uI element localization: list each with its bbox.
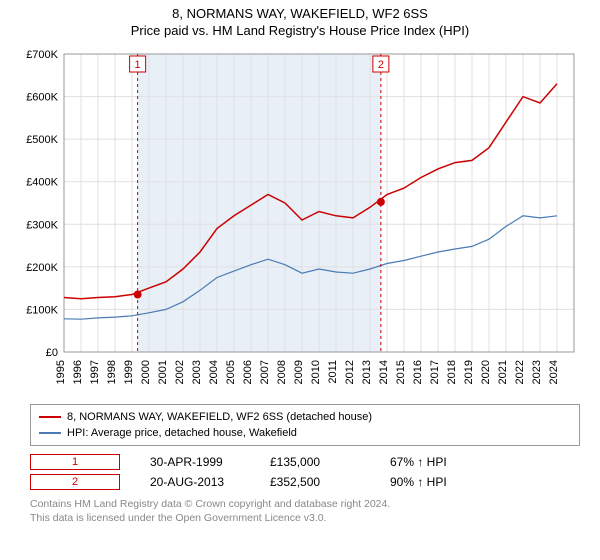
footer-attribution: Contains HM Land Registry data © Crown c… [30, 498, 580, 525]
svg-text:2: 2 [378, 59, 384, 71]
marker-date: 30-APR-1999 [150, 455, 240, 469]
svg-text:2004: 2004 [208, 360, 220, 384]
svg-text:2015: 2015 [395, 360, 407, 384]
legend-item: 8, NORMANS WAY, WAKEFIELD, WF2 6SS (deta… [39, 409, 571, 425]
svg-text:£0: £0 [46, 347, 58, 359]
svg-text:2008: 2008 [276, 360, 288, 384]
svg-text:2011: 2011 [327, 360, 339, 384]
svg-text:2022: 2022 [514, 360, 526, 384]
legend-label: HPI: Average price, detached house, Wake… [67, 427, 297, 439]
svg-text:2020: 2020 [480, 360, 492, 384]
svg-text:2024: 2024 [548, 360, 560, 384]
svg-text:1998: 1998 [106, 360, 118, 384]
svg-text:2000: 2000 [140, 360, 152, 384]
svg-text:2018: 2018 [446, 360, 458, 384]
marker-row: 2 20-AUG-2013 £352,500 90% ↑ HPI [30, 472, 580, 492]
svg-text:2012: 2012 [344, 360, 356, 384]
svg-text:1: 1 [135, 59, 141, 71]
svg-text:2014: 2014 [378, 360, 390, 384]
price-chart: £0 £100K £200K £300K £400K £500K £600K £700K 199… [20, 48, 580, 398]
marker-price: £352,500 [270, 475, 360, 489]
marker-pct: 90% ↑ HPI [390, 475, 480, 489]
footer-line-1: Contains HM Land Registry data © Crown c… [30, 498, 580, 512]
svg-text:2007: 2007 [259, 360, 271, 384]
svg-text:2019: 2019 [463, 360, 475, 384]
svg-text:2023: 2023 [531, 360, 543, 384]
svg-text:2001: 2001 [157, 360, 169, 384]
svg-text:£600K: £600K [26, 92, 58, 104]
marker-price: £135,000 [270, 455, 360, 469]
marker-index-box: 2 [30, 474, 120, 490]
svg-text:£500K: £500K [26, 134, 58, 146]
svg-text:2013: 2013 [361, 360, 373, 384]
svg-text:2016: 2016 [412, 360, 424, 384]
marker-row: 1 30-APR-1999 £135,000 67% ↑ HPI [30, 452, 580, 472]
marker-pct: 67% ↑ HPI [390, 455, 480, 469]
svg-text:£400K: £400K [26, 177, 58, 189]
svg-text:2002: 2002 [174, 360, 186, 384]
svg-text:2003: 2003 [191, 360, 203, 384]
svg-text:2005: 2005 [225, 360, 237, 384]
svg-text:2021: 2021 [497, 360, 509, 384]
svg-text:2009: 2009 [293, 360, 305, 384]
marker-date: 20-AUG-2013 [150, 475, 240, 489]
svg-text:1999: 1999 [123, 360, 135, 384]
svg-text:£700K: £700K [26, 49, 58, 61]
svg-text:2017: 2017 [429, 360, 441, 384]
legend-swatch [39, 416, 61, 418]
svg-text:1996: 1996 [72, 360, 84, 384]
chart-subtitle: Price paid vs. HM Land Registry's House … [0, 23, 600, 38]
chart-title: 8, NORMANS WAY, WAKEFIELD, WF2 6SS [0, 6, 600, 21]
legend-item: HPI: Average price, detached house, Wake… [39, 425, 571, 441]
marker-index-box: 1 [30, 454, 120, 470]
legend-label: 8, NORMANS WAY, WAKEFIELD, WF2 6SS (deta… [67, 411, 372, 423]
marker-table: 1 30-APR-1999 £135,000 67% ↑ HPI 2 20-AUG-201… [30, 452, 580, 492]
legend-box: 8, NORMANS WAY, WAKEFIELD, WF2 6SS (deta… [30, 404, 580, 446]
svg-text:£300K: £300K [26, 219, 58, 231]
svg-text:£200K: £200K [26, 262, 58, 274]
svg-text:1997: 1997 [89, 360, 101, 384]
svg-text:2006: 2006 [242, 360, 254, 384]
svg-text:2010: 2010 [310, 360, 322, 384]
footer-line-2: This data is licensed under the Open Gov… [30, 512, 580, 526]
svg-text:1995: 1995 [55, 360, 67, 384]
legend-swatch [39, 432, 61, 434]
svg-text:£100K: £100K [26, 304, 58, 316]
